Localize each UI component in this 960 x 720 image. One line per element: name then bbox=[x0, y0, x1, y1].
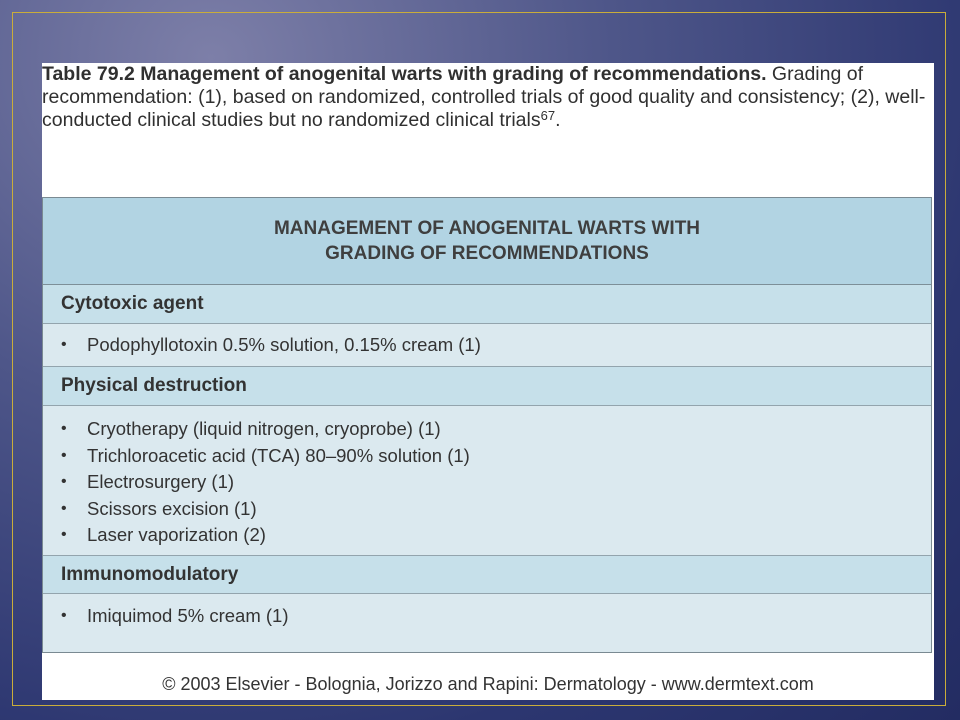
bullet: • bbox=[61, 526, 67, 544]
table-title: MANAGEMENT OF ANOGENITAL WARTS WITH GRAD… bbox=[43, 198, 931, 285]
table-title-line-2: GRADING OF RECOMMENDATIONS bbox=[325, 243, 649, 264]
item-text: Imiquimod 5% cream (1) bbox=[87, 605, 289, 627]
caption-end: . bbox=[555, 109, 561, 131]
caption-title: Table 79.2 Management of anogenital wart… bbox=[42, 63, 767, 85]
bullet: • bbox=[61, 446, 67, 464]
slide-frame bbox=[12, 12, 946, 706]
section-heading-immunomodulatory: Immunomodulatory bbox=[43, 556, 931, 594]
list-item: • Trichloroacetic acid (TCA) 80–90% solut… bbox=[61, 443, 931, 470]
list-item: • Scissors excision (1) bbox=[61, 496, 931, 523]
section-body-immunomodulatory: • Imiquimod 5% cream (1) bbox=[43, 594, 931, 652]
table-caption: Table 79.2 Management of anogenital wart… bbox=[42, 63, 934, 132]
list-item: • Podophyllotoxin 0.5% solution, 0.15% cr… bbox=[61, 332, 931, 359]
list-item: • Laser vaporization (2) bbox=[61, 522, 931, 549]
item-text: Scissors excision (1) bbox=[87, 497, 257, 519]
list-item: • Imiquimod 5% cream (1) bbox=[61, 603, 931, 630]
bullet: • bbox=[61, 499, 67, 517]
copyright-footer: © 2003 Elsevier - Bolognia, Jorizzo and … bbox=[162, 674, 814, 694]
item-text: Podophyllotoxin 0.5% solution, 0.15% cre… bbox=[87, 334, 481, 356]
section-body-physical: • Cryotherapy (liquid nitrogen, cryoprobe… bbox=[43, 406, 931, 556]
section-heading-cytotoxic: Cytotoxic agent bbox=[43, 285, 931, 324]
list-item: • Cryotherapy (liquid nitrogen, cryoprobe… bbox=[61, 416, 931, 443]
list-item: • Electrosurgery (1) bbox=[61, 469, 931, 496]
bullet: • bbox=[61, 336, 67, 354]
document-image: Table 79.2 Management of anogenital wart… bbox=[42, 63, 934, 700]
item-text: Laser vaporization (2) bbox=[87, 524, 266, 546]
section-heading-physical: Physical destruction bbox=[43, 367, 931, 406]
item-text: Cryotherapy (liquid nitrogen, cryoprobe)… bbox=[87, 418, 441, 440]
bullet: • bbox=[61, 420, 67, 438]
caption-body: Grading of recommendation: (1), based on… bbox=[42, 63, 926, 131]
item-text: Electrosurgery (1) bbox=[87, 471, 235, 493]
bullet: • bbox=[61, 473, 67, 491]
caption-reference: 67 bbox=[540, 108, 556, 123]
table-title-line-1: MANAGEMENT OF ANOGENITAL WARTS WITH bbox=[273, 218, 701, 239]
bullet: • bbox=[61, 607, 67, 625]
section-body-cytotoxic: • Podophyllotoxin 0.5% solution, 0.15% cr… bbox=[43, 324, 931, 367]
recommendation-table: MANAGEMENT OF ANOGENITAL WARTS WITH GRAD… bbox=[42, 197, 932, 653]
item-text: Trichloroacetic acid (TCA) 80–90% soluti… bbox=[87, 444, 470, 466]
